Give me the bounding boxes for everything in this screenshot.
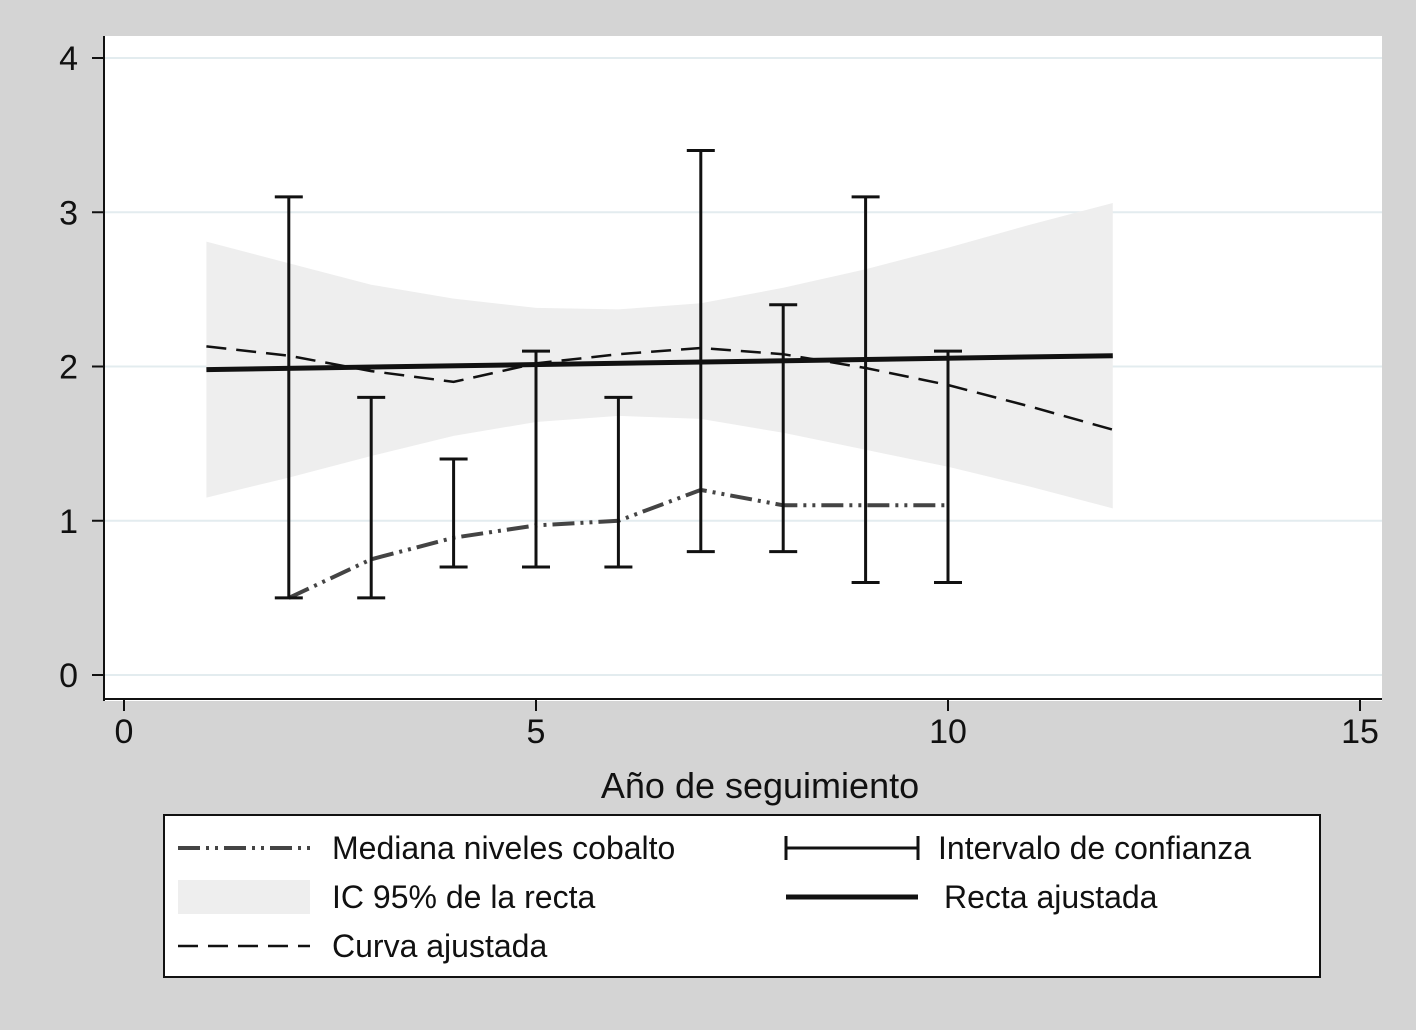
ci-band-layer (206, 203, 1113, 509)
fitted-line (206, 353, 1113, 373)
legend-entry-4: Curva ajustada (178, 928, 547, 964)
error-bar-0 (274, 195, 303, 600)
y-tick-label-4: 4 (59, 40, 78, 78)
error-bar-7 (851, 195, 880, 584)
x-tick-label-1: 5 (527, 713, 546, 751)
y-tick-label-0: 0 (59, 657, 78, 695)
series-layer (206, 149, 1114, 600)
y-tick-label-1: 1 (59, 503, 78, 541)
x-tick-label-0: 0 (115, 713, 134, 751)
legend-label-0: Mediana niveles cobalto (332, 830, 675, 866)
y-tick-label-2: 2 (59, 349, 78, 387)
y-tick-label-3: 3 (59, 194, 78, 232)
legend-entry-1: Intervalo de confianza (784, 830, 1251, 866)
x-tick-label-3: 15 (1341, 713, 1379, 751)
legend-label-3: Recta ajustada (944, 879, 1158, 915)
legend-swatch-2 (178, 880, 310, 914)
error-bar-5 (686, 149, 715, 554)
error-bar-3 (522, 349, 550, 569)
legend-entry-0: Mediana niveles cobalto (178, 830, 675, 866)
legend-box (163, 814, 1321, 978)
ci-band (206, 203, 1113, 509)
x-tick-label-2: 10 (929, 713, 967, 751)
error-bar-4 (604, 395, 633, 569)
legend-entry-2: IC 95% de la recta (178, 879, 595, 915)
error-bar-8 (934, 349, 962, 584)
legend-label-1: Intervalo de confianza (938, 830, 1251, 866)
error-bar-1 (357, 395, 386, 600)
legend-entry-3: Recta ajustada (786, 879, 1158, 915)
legend: Mediana niveles cobalto Intervalo de conf… (178, 830, 1251, 964)
x-axis-title: Año de seguimiento (601, 765, 919, 806)
axes: 0 1 2 3 4 0 5 10 15 (59, 36, 1382, 751)
legend-label-2: IC 95% de la recta (332, 879, 595, 915)
error-bar-6 (769, 303, 798, 554)
error-bar-2 (439, 457, 468, 569)
legend-label-4: Curva ajustada (332, 928, 547, 964)
